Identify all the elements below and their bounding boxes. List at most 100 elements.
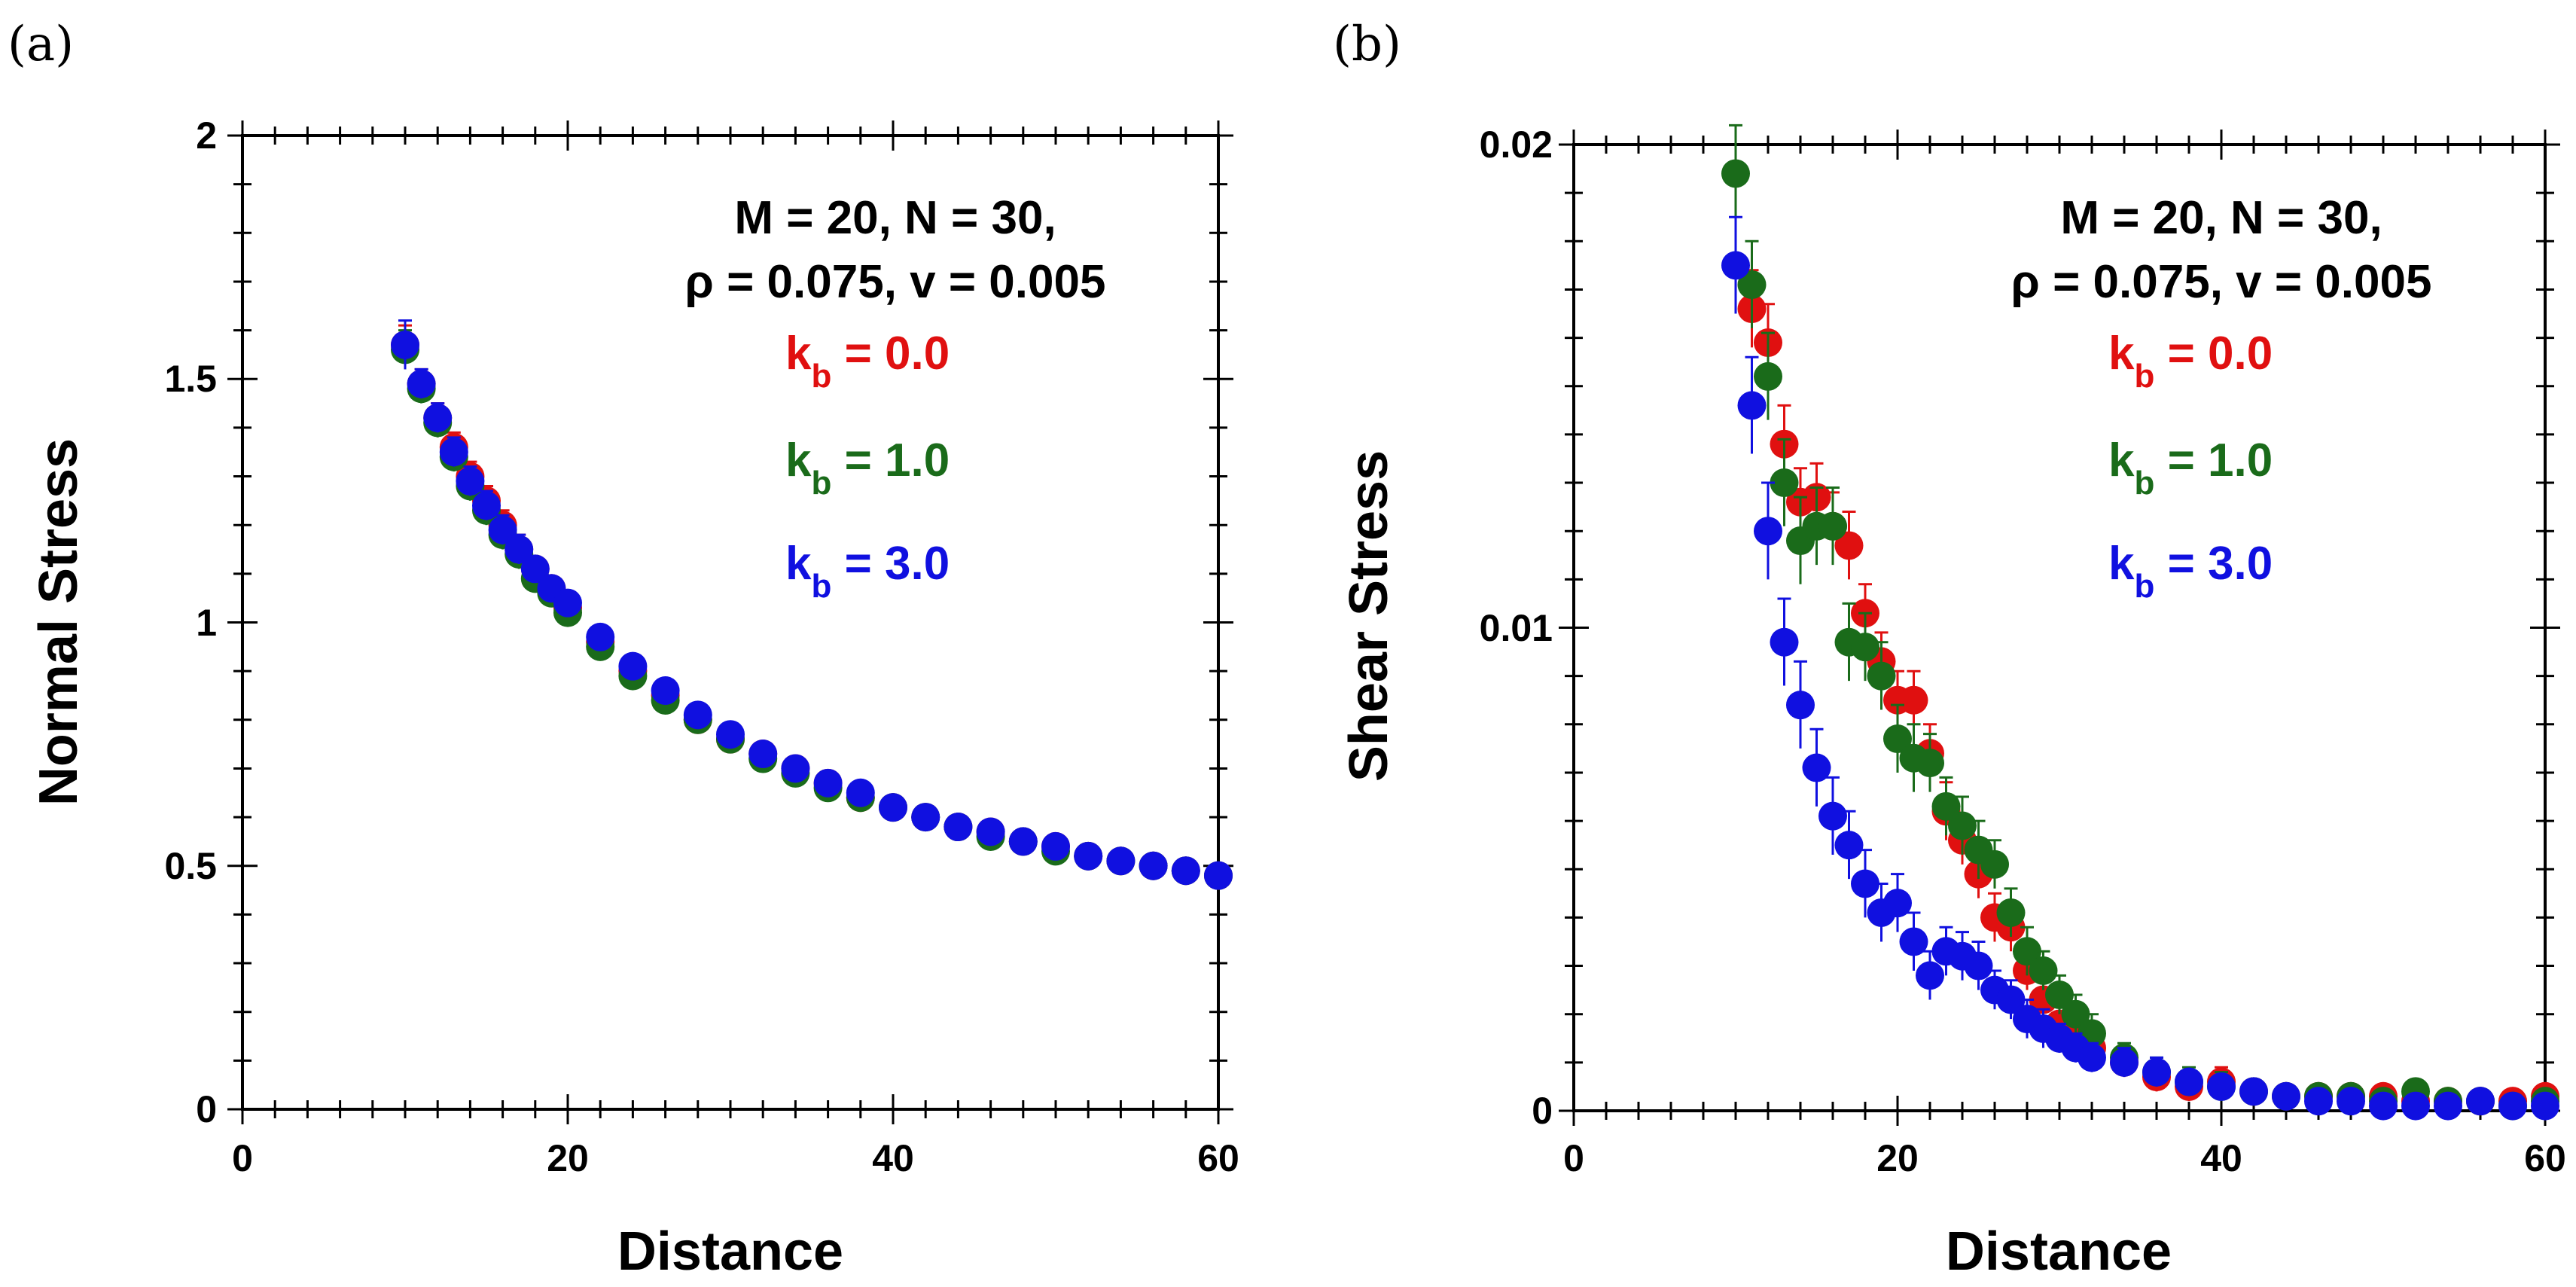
data-point [1883, 889, 1912, 918]
data-point [505, 535, 534, 564]
data-point [2466, 1087, 2495, 1116]
data-point [1948, 811, 1977, 840]
x-tick-label: 60 [1197, 1137, 1239, 1179]
data-point [439, 438, 468, 467]
y-axis-title-a: Normal Stress [29, 438, 89, 806]
data-point [2175, 1067, 2203, 1096]
y-tick-label: 2 [196, 114, 217, 157]
data-point [1074, 841, 1103, 871]
data-point [586, 622, 615, 651]
y-tick-labels-b: 0 0.01 0.02 [1480, 124, 1553, 1132]
y-tick-label: 0.01 [1480, 607, 1553, 649]
annotation-line1: M = 20, N = 30, [2060, 192, 2382, 244]
y-axis-title-b: Shear Stress [1339, 450, 1399, 782]
data-point [1770, 468, 1799, 498]
panel-b: (b) 0 0.01 0.02 0 20 40 60 Distance Shea… [1333, 17, 2566, 1282]
data-point [2013, 937, 2041, 966]
data-point [651, 676, 680, 706]
x-tick-label: 0 [232, 1137, 253, 1179]
y-tick-label: 1 [196, 602, 217, 644]
legend-value: = 1.0 [831, 435, 950, 486]
data-point [1754, 361, 1782, 391]
legend-sub: b [2134, 358, 2154, 395]
data-point [748, 740, 778, 769]
legend-k: k [785, 538, 812, 590]
data-point [1834, 531, 1864, 560]
data-point [683, 700, 712, 730]
legend-sub: b [811, 465, 831, 502]
data-point [2401, 1091, 2430, 1121]
ticks-b [1559, 130, 2560, 1126]
legend-value: = 3.0 [2154, 538, 2273, 590]
legend-entry-kb3: kb = 3.0 [785, 538, 950, 605]
x-tick-label: 20 [1876, 1137, 1919, 1179]
y-tick-label: 0 [1532, 1090, 1553, 1132]
data-point [2272, 1081, 2300, 1111]
data-point [391, 330, 419, 359]
data-point [1964, 951, 1993, 980]
data-point [2239, 1077, 2268, 1106]
data-point [1818, 511, 1847, 541]
legend-k: k [785, 435, 812, 486]
data-point [520, 554, 550, 584]
data-point [1899, 927, 1928, 956]
data-point [553, 588, 582, 618]
data-point [488, 515, 517, 544]
data-point [1834, 831, 1864, 860]
data-point [781, 754, 810, 783]
legend-value: = 0.0 [2154, 328, 2273, 380]
annotation-b: M = 20, N = 30, ρ = 0.075, v = 0.005 kb … [2011, 192, 2432, 605]
x-axis-title-b: Distance [1946, 1221, 2172, 1282]
panel-label-a: (a) [8, 17, 74, 72]
data-point [1916, 749, 1944, 778]
data-point [1931, 791, 1961, 821]
legend-entry-kb0: kb = 0.0 [785, 328, 950, 395]
data-point [1996, 985, 2026, 1014]
data-point [1883, 724, 1912, 754]
x-tick-label: 40 [2200, 1137, 2242, 1179]
x-tick-labels-b: 0 20 40 60 [1563, 1137, 2566, 1179]
x-tick-label: 0 [1563, 1137, 1584, 1179]
y-tick-label: 0.5 [164, 845, 217, 887]
data-point [1737, 270, 1767, 300]
data-point [2045, 980, 2074, 1010]
panel-a: (a) 0 0.5 1 1.5 2 0 20 40 60 Distance No… [8, 17, 1239, 1282]
data-point [1171, 856, 1200, 886]
series-kb-2 [391, 319, 1233, 890]
x-tick-labels-a: 0 20 40 60 [232, 1137, 1239, 1179]
data-point [2304, 1087, 2333, 1116]
data-point [2337, 1087, 2365, 1116]
y-tick-label: 0.02 [1480, 124, 1553, 166]
annotation-line2: ρ = 0.075, v = 0.005 [2011, 256, 2432, 308]
series-kb-0 [1737, 269, 2559, 1116]
legend-sub: b [811, 568, 831, 605]
y-tick-label: 0 [196, 1088, 217, 1130]
x-axis-title-a: Distance [617, 1221, 843, 1282]
panel-label-b: (b) [1333, 17, 1401, 72]
data-point [1818, 801, 1847, 831]
legend-entry-kb1: kb = 1.0 [785, 435, 950, 502]
annotation-line1: M = 20, N = 30, [734, 192, 1056, 244]
series-b [1721, 124, 2559, 1121]
data-point [1802, 753, 1831, 782]
legend-k: k [785, 328, 812, 380]
data-point [618, 651, 648, 681]
data-point [1851, 633, 1879, 662]
data-point [423, 403, 453, 432]
data-point [944, 813, 973, 842]
x-tick-label: 40 [872, 1137, 914, 1179]
data-point [1980, 849, 2009, 879]
data-point [1721, 159, 1750, 188]
data-point [1899, 685, 1928, 715]
legend-entry-kb3: kb = 3.0 [2108, 538, 2273, 605]
data-point [1204, 861, 1233, 890]
data-point [2110, 1048, 2139, 1077]
data-point [813, 768, 843, 798]
data-point [1041, 831, 1070, 861]
data-point [1106, 846, 1136, 876]
legend-entry-kb1: kb = 1.0 [2108, 435, 2273, 502]
legend-entry-kb0: kb = 0.0 [2108, 328, 2273, 395]
data-point [846, 778, 875, 807]
legend-sub: b [2134, 568, 2154, 605]
